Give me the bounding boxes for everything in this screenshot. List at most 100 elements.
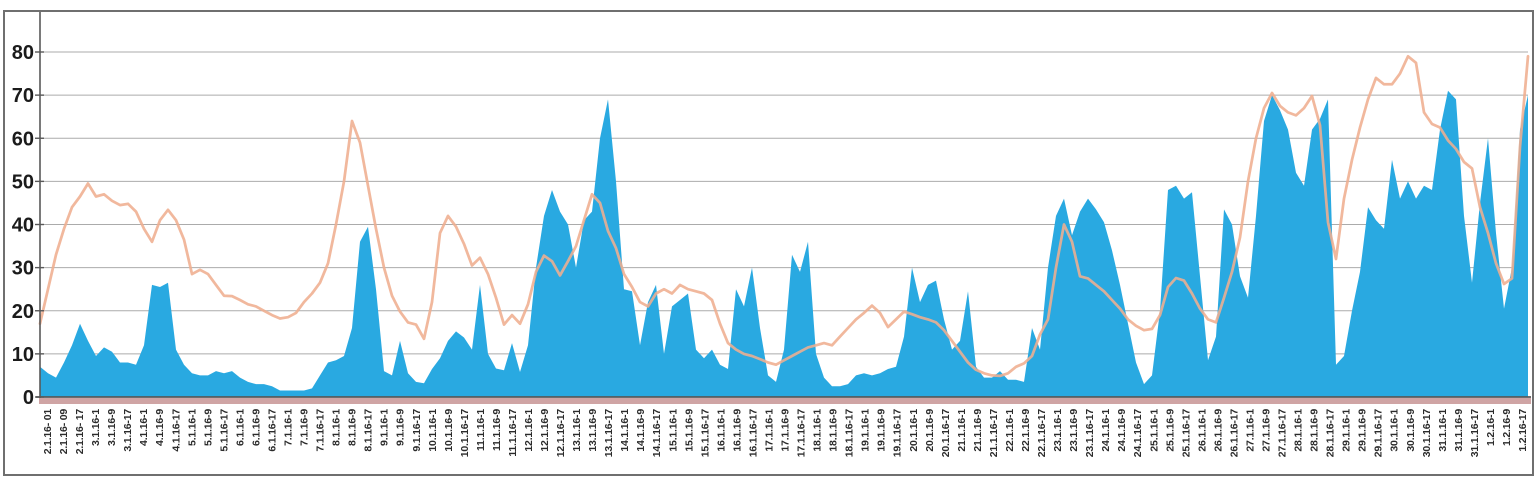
- y-tick-label: 40: [12, 215, 34, 237]
- x-tick-label: 9.1.16-9: [395, 409, 407, 446]
- x-tick-label: 3.1.16-1: [90, 409, 102, 446]
- x-tick-label: 11.1.16-17: [507, 409, 519, 457]
- x-tick-label: 24.1.16-1: [1100, 409, 1112, 452]
- x-tick-label: 18.1.16-1: [812, 409, 824, 452]
- x-axis-labels: 2.1.16- 01 2.1.16- 09 2.1.16- 17 3.1.16-1 3.…: [42, 409, 1529, 458]
- x-tick-label: 29.1.16-17: [1373, 409, 1385, 458]
- x-tick-label: 10.1.16-1: [427, 409, 439, 452]
- x-tick-label: 19.1.16-1: [860, 409, 872, 452]
- x-tick-label: 2.1.16- 01: [42, 409, 54, 455]
- y-tick-label: 70: [12, 85, 34, 107]
- x-tick-label: 21.1.16-1: [956, 409, 968, 452]
- x-tick-label: 28.1.16-9: [1309, 409, 1321, 452]
- x-tick-label: 20.1.16-1: [908, 409, 920, 452]
- x-tick-label: 6.1.16-17: [266, 409, 278, 452]
- orange-line-series: [38, 54, 1530, 378]
- x-tick-label: 10.1.16-17: [459, 409, 471, 458]
- x-tick-label: 22.1.16-1: [1004, 409, 1016, 452]
- x-tick-label: 13.1.16-1: [571, 409, 583, 452]
- x-tick-label: 8.1.16-1: [331, 409, 343, 446]
- x-tick-label: 12.1.16-9: [539, 409, 551, 452]
- y-tick-label: 80: [12, 42, 34, 64]
- x-tick-label: 16.1.16-17: [747, 409, 759, 458]
- x-tick-label: 17.1.16-9: [780, 409, 792, 452]
- x-tick-label: 1.2.16-17: [1517, 409, 1529, 452]
- x-tick-label: 1.2.16-1: [1485, 409, 1497, 446]
- x-tick-label: 6.1.16-9: [250, 409, 262, 446]
- x-tick-label: 12.1.16-17: [555, 409, 567, 458]
- x-tick-label: 31.1.16-9: [1453, 409, 1465, 452]
- x-tick-label: 7.1.16-9: [299, 409, 311, 446]
- x-tick-label: 14.1.16-17: [651, 409, 663, 458]
- x-tick-label: 9.1.16-1: [379, 409, 391, 446]
- x-tick-label: 19.1.16-17: [892, 409, 904, 458]
- x-tick-label: 27.1.16-1: [1244, 409, 1256, 452]
- x-tick-label: 22.1.16-9: [1020, 409, 1032, 452]
- x-tick-label: 28.1.16-17: [1325, 409, 1337, 458]
- x-tick-label: 19.1.16-9: [876, 409, 888, 452]
- x-tick-label: 26.1.16-17: [1228, 409, 1240, 458]
- y-tick-label: 10: [12, 344, 34, 366]
- y-tick-label: 50: [12, 171, 34, 193]
- x-tick-label: 24.1.16-17: [1132, 409, 1144, 458]
- x-tick-label: 31.1.16-17: [1469, 409, 1481, 458]
- x-tick-label: 8.1.16-9: [347, 409, 359, 446]
- blue-area-series: [40, 90, 1528, 398]
- x-tick-label: 7.1.16-17: [315, 409, 327, 452]
- x-tick-label: 30.1.16-17: [1421, 409, 1433, 458]
- x-tick-label: 21.1.16-17: [988, 409, 1000, 458]
- y-tick-label: 20: [12, 301, 34, 323]
- y-tick-label: 60: [12, 128, 34, 150]
- x-tick-label: 26.1.16-9: [1212, 409, 1224, 452]
- x-tick-label: 28.1.16-1: [1293, 409, 1305, 452]
- x-tick-label: 27.1.16-17: [1277, 409, 1289, 458]
- x-tick-label: 2.1.16- 17: [74, 409, 86, 455]
- x-tick-label: 25.1.16-1: [1148, 409, 1160, 452]
- y-tick-label: 0: [23, 387, 34, 409]
- x-tick-label: 26.1.16-1: [1196, 409, 1208, 452]
- x-tick-label: 15.1.16-9: [683, 409, 695, 452]
- x-tick-label: 22.1.16-17: [1036, 409, 1048, 458]
- x-tick-label: 14.1.16-9: [635, 409, 647, 452]
- x-tick-label: 15.1.16-1: [667, 409, 679, 452]
- x-tick-label: 20.1.16-9: [924, 409, 936, 452]
- x-tick-label: 21.1.16-9: [972, 409, 984, 452]
- x-tick-label: 16.1.16-9: [731, 409, 743, 452]
- x-tick-label: 30.1.16-1: [1389, 409, 1401, 452]
- x-tick-label: 23.1.16-1: [1052, 409, 1064, 452]
- hour-tick-comb: [39, 398, 1531, 404]
- x-tick-label: 4.1.16-17: [170, 409, 182, 452]
- x-tick-label: 31.1.16-1: [1437, 409, 1449, 452]
- x-tick-label: 25.1.16-17: [1180, 409, 1192, 458]
- x-tick-label: 6.1.16-1: [234, 409, 246, 446]
- x-tick-label: 20.1.16-17: [940, 409, 952, 458]
- x-tick-label: 10.1.16-9: [443, 409, 455, 452]
- x-tick-label: 30.1.16-9: [1405, 409, 1417, 452]
- x-tick-label: 2.1.16- 09: [58, 409, 70, 455]
- y-tick-label: 30: [12, 258, 34, 280]
- x-tick-label: 5.1.16-1: [186, 409, 198, 446]
- x-tick-label: 3.1.16-9: [106, 409, 118, 446]
- x-tick-label: 24.1.16-9: [1116, 409, 1128, 452]
- x-tick-label: 1.2.16-9: [1501, 409, 1513, 446]
- x-tick-label: 5.1.16-9: [202, 409, 214, 446]
- x-tick-label: 3.1.16-17: [122, 409, 134, 452]
- x-tick-label: 23.1.16-17: [1084, 409, 1096, 458]
- x-tick-label: 12.1.16-1: [523, 409, 535, 452]
- x-tick-label: 15.1.16-17: [699, 409, 711, 458]
- x-tick-label: 27.1.16-9: [1260, 409, 1272, 452]
- x-tick-label: 11.1.16-1: [475, 409, 487, 451]
- x-tick-label: 14.1.16-1: [619, 409, 631, 452]
- x-tick-label: 8.1.16-17: [363, 409, 375, 452]
- x-tick-label: 13.1.16-17: [603, 409, 615, 458]
- x-tick-label: 17.1.16-1: [763, 409, 775, 452]
- x-tick-label: 4.1.16-1: [138, 409, 150, 446]
- axes: [35, 12, 1531, 398]
- x-tick-label: 23.1.16-9: [1068, 409, 1080, 452]
- y-axis-labels: 0 10 20 30 40 50 60 70 80: [12, 42, 34, 409]
- x-tick-label: 5.1.16-17: [218, 409, 230, 452]
- x-tick-label: 25.1.16-9: [1164, 409, 1176, 452]
- x-tick-label: 17.1.16-17: [796, 409, 808, 458]
- x-tick-label: 16.1.16-1: [715, 409, 727, 452]
